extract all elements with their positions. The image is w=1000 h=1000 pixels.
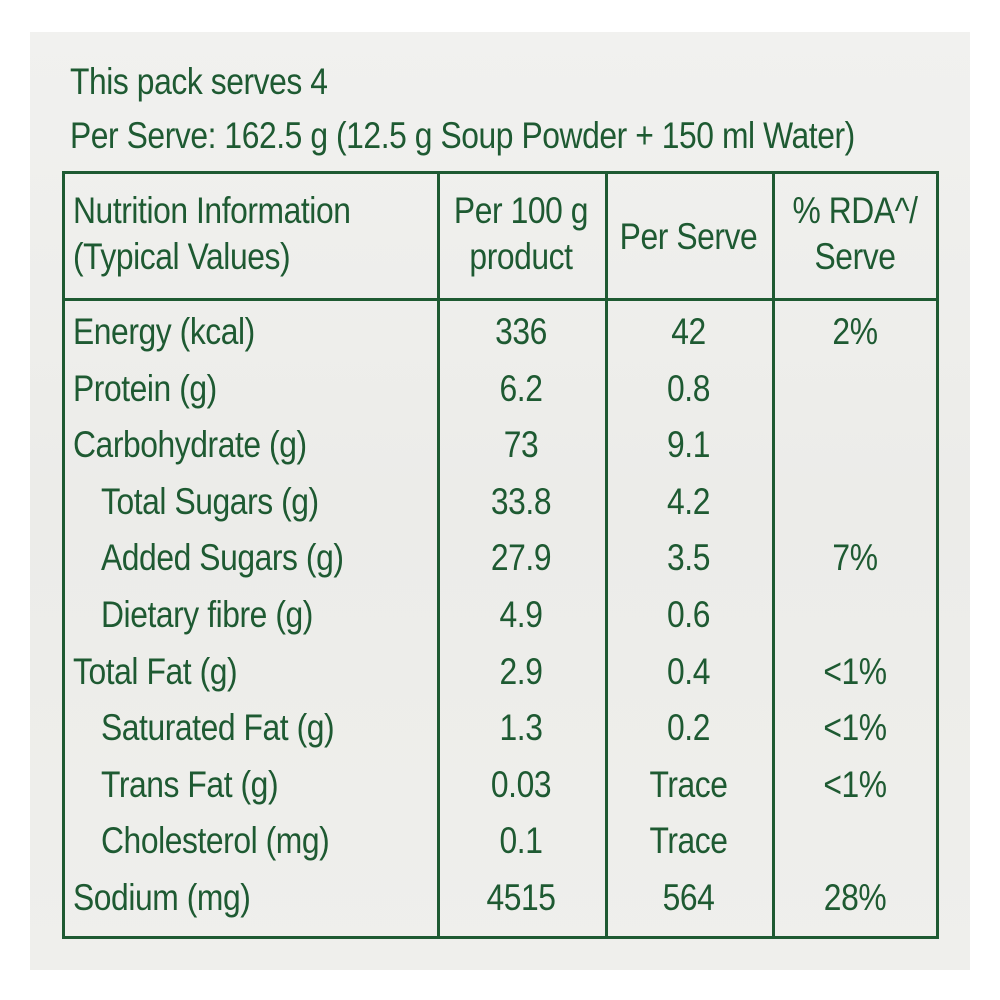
table-row: Cholesterol (mg) 0.1 Trace bbox=[65, 813, 936, 870]
table-row: Total Sugars (g) 33.8 4.2 bbox=[65, 474, 936, 531]
per-serve-value: 564 bbox=[662, 876, 715, 918]
column-header-per-100g: Per 100 g product bbox=[453, 190, 589, 277]
nutrient-name: Energy (kcal) bbox=[73, 311, 255, 352]
table-row: Dietary fibre (g) 4.9 0.6 bbox=[65, 587, 936, 644]
table-row: Sodium (mg) 4515 564 28% bbox=[65, 870, 936, 927]
nutrient-name: Saturated Fat (g) bbox=[101, 707, 335, 749]
per-100g-value: 6.2 bbox=[499, 367, 543, 409]
per-serve-value: Trace bbox=[649, 820, 728, 862]
table-row: Energy (kcal) 336 42 2% bbox=[65, 304, 936, 361]
per-serve-value: 4.2 bbox=[667, 480, 710, 522]
per-100g-value: 4515 bbox=[486, 876, 556, 918]
rda-value: <1% bbox=[823, 650, 887, 692]
table-row: Total Fat (g) 2.9 0.4 <1% bbox=[65, 644, 936, 701]
rda-value: <1% bbox=[823, 763, 887, 805]
per-serve-value: 0.2 bbox=[667, 707, 710, 749]
per-100g-value: 4.9 bbox=[499, 593, 543, 635]
nutrient-name: Cholesterol (mg) bbox=[101, 820, 330, 862]
column-header-per-serve: Per Serve bbox=[619, 216, 758, 257]
column-header-nutrition: Nutrition Information (Typical Values) bbox=[73, 190, 351, 277]
nutrient-name: Dietary fibre (g) bbox=[101, 593, 313, 635]
column-divider bbox=[437, 174, 440, 936]
nutrient-name: Total Fat (g) bbox=[73, 650, 238, 692]
rda-value: 7% bbox=[832, 537, 878, 579]
nutrient-name: Protein (g) bbox=[73, 367, 217, 409]
per-serve-value: 0.6 bbox=[667, 593, 710, 635]
per-100g-value: 2.9 bbox=[499, 650, 543, 692]
per-100g-value: 0.1 bbox=[499, 820, 543, 862]
table-row: Added Sugars (g) 27.9 3.5 7% bbox=[65, 530, 936, 587]
rda-value: <1% bbox=[823, 707, 887, 749]
per-serve-value: 42 bbox=[671, 311, 706, 352]
nutrient-name: Trans Fat (g) bbox=[101, 763, 279, 805]
rda-value: 28% bbox=[823, 876, 887, 918]
per-100g-value: 0.03 bbox=[490, 763, 552, 805]
per-serve-text: Per Serve: 162.5 g (12.5 g Soup Powder +… bbox=[70, 115, 855, 156]
per-100g-value: 73 bbox=[503, 424, 539, 466]
nutrient-name: Sodium (mg) bbox=[73, 876, 251, 918]
column-divider bbox=[605, 174, 608, 936]
rda-value: 2% bbox=[832, 311, 878, 352]
nutrition-table: Nutrition Information (Typical Values) P… bbox=[62, 171, 939, 939]
nutrient-name: Total Sugars (g) bbox=[101, 480, 319, 522]
per-100g-value: 27.9 bbox=[490, 537, 552, 579]
column-divider bbox=[772, 174, 775, 936]
table-row: Trans Fat (g) 0.03 Trace <1% bbox=[65, 757, 936, 814]
nutrient-name: Carbohydrate (g) bbox=[73, 424, 307, 466]
table-row: Carbohydrate (g) 73 9.1 bbox=[65, 417, 936, 474]
per-100g-value: 33.8 bbox=[490, 480, 552, 522]
per-serve-value: 3.5 bbox=[667, 537, 710, 579]
header-divider bbox=[65, 298, 936, 301]
pack-serves-text: This pack serves 4 bbox=[70, 61, 328, 102]
per-serve-value: 0.4 bbox=[667, 650, 710, 692]
column-header-rda: % RDA^/ Serve bbox=[792, 190, 918, 277]
per-100g-value: 336 bbox=[495, 311, 547, 352]
per-serve-value: Trace bbox=[649, 763, 728, 805]
table-row: Protein (g) 6.2 0.8 bbox=[65, 361, 936, 418]
table-row: Saturated Fat (g) 1.3 0.2 <1% bbox=[65, 700, 936, 757]
nutrition-label-panel: This pack serves 4 Per Serve: 162.5 g (1… bbox=[30, 32, 970, 970]
nutrient-name: Added Sugars (g) bbox=[101, 537, 344, 579]
per-100g-value: 1.3 bbox=[499, 707, 543, 749]
per-serve-value: 0.8 bbox=[667, 367, 710, 409]
nutrition-rows: Energy (kcal) 336 42 2% Protein (g) 6.2 … bbox=[65, 304, 936, 927]
per-serve-value: 9.1 bbox=[667, 424, 710, 466]
